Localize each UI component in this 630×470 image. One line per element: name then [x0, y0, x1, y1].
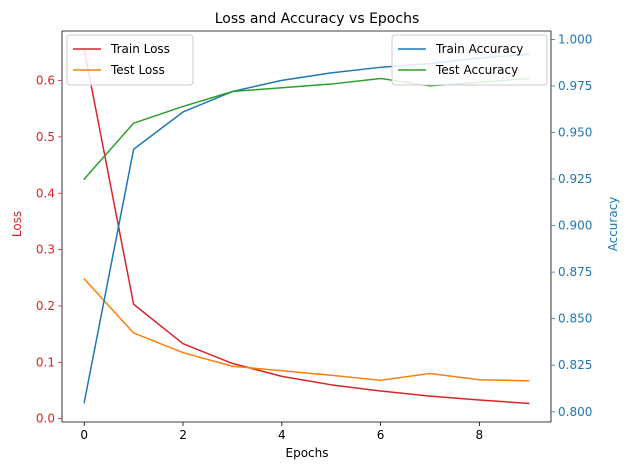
left-y-axis-label: Loss: [10, 211, 24, 237]
left-y-tick-label: 0.1: [36, 355, 55, 369]
right-y-tick-label: 1.000: [558, 32, 592, 46]
right-y-tick-label: 0.825: [558, 358, 592, 372]
right-y-tick-label: 0.900: [558, 219, 592, 233]
legend-loss-box: [66, 34, 194, 86]
right-y-tick-label: 0.925: [558, 172, 592, 186]
right-y-tick-label: 0.800: [558, 405, 592, 419]
x-tick-label: 0: [80, 428, 88, 442]
right-y-tick-label: 0.975: [558, 79, 592, 93]
series-line-train-loss: [83, 48, 530, 405]
series-line-test-loss: [83, 277, 530, 382]
left-y-tick-label: 0.5: [36, 130, 55, 144]
legend-accuracy-box: [391, 34, 548, 86]
chart-title: Loss and Accuracy vs Epochs: [215, 11, 420, 27]
right-y-tick-label: 0.850: [558, 312, 592, 326]
legend-accuracy-label-test-accuracy: Test Accuracy: [435, 63, 518, 77]
plot-area: 0 2 4 6 8 0.0 0.1 0.2 0.3 0.4 0.5 0.6 0.800 0.825 0.85…: [36, 30, 592, 442]
left-y-tick-label: 0.2: [36, 299, 55, 313]
legend-accuracy-label-train-accuracy: Train Accuracy: [435, 42, 523, 56]
left-y-tick-label: 0.6: [36, 74, 55, 88]
left-y-tick-label: 0.0: [36, 412, 55, 426]
x-tick-label: 8: [476, 428, 484, 442]
legend-loss-label-test-loss: Test Loss: [110, 63, 165, 77]
x-tick-label: 2: [179, 428, 187, 442]
x-tick-label: 6: [377, 428, 385, 442]
x-axis-label: Epochs: [286, 446, 329, 460]
right-y-axis-label: Accuracy: [606, 197, 620, 252]
left-y-tick-label: 0.3: [36, 243, 55, 257]
legend-loss-label-train-loss: Train Loss: [110, 42, 170, 56]
right-y-tick-label: 0.950: [558, 125, 592, 139]
x-tick-label: 4: [278, 428, 286, 442]
right-y-tick-label: 0.875: [558, 265, 592, 279]
left-y-tick-label: 0.4: [36, 186, 55, 200]
